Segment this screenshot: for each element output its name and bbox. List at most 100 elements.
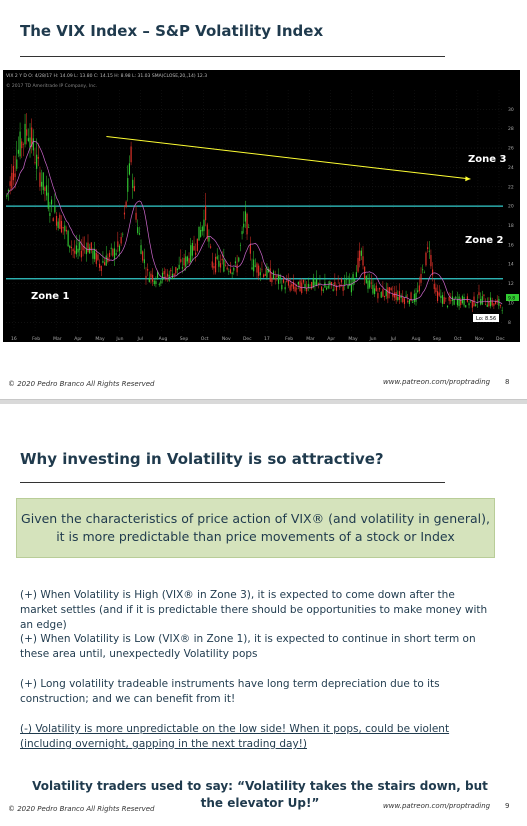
candle-body bbox=[489, 297, 492, 307]
candle-body bbox=[89, 247, 91, 254]
candle-body bbox=[365, 276, 367, 284]
candle-body bbox=[317, 282, 319, 284]
candle-body bbox=[261, 269, 263, 271]
candle-body bbox=[147, 269, 149, 271]
candle-body bbox=[42, 172, 44, 191]
candle-body bbox=[312, 277, 314, 288]
candle-body bbox=[297, 281, 299, 285]
candle-body bbox=[148, 277, 150, 283]
y-tick-label: 14 bbox=[508, 262, 514, 268]
candle-body bbox=[432, 269, 434, 276]
x-tick-label: Sep bbox=[433, 336, 442, 342]
x-tick-label: Aug bbox=[412, 336, 421, 342]
candle-body bbox=[41, 181, 43, 187]
candle-body bbox=[123, 212, 126, 215]
candle-body bbox=[183, 257, 185, 266]
candle-body bbox=[142, 251, 144, 261]
candle-body bbox=[481, 296, 483, 305]
candle-body bbox=[360, 250, 362, 256]
candle-body bbox=[397, 296, 399, 301]
candle-body bbox=[367, 280, 369, 289]
x-tick-label: Apr bbox=[327, 336, 335, 342]
candle-body bbox=[122, 233, 124, 235]
candle-body bbox=[478, 292, 480, 296]
candle-body bbox=[196, 238, 198, 251]
candle-body bbox=[67, 230, 69, 247]
page-number: 9 bbox=[505, 802, 510, 810]
candle-body bbox=[47, 192, 49, 209]
candle-body bbox=[127, 178, 129, 192]
candle-body bbox=[496, 300, 498, 302]
candle-body bbox=[259, 272, 261, 276]
candle-body bbox=[17, 149, 20, 154]
candle-body bbox=[79, 242, 81, 251]
candle-body bbox=[488, 301, 490, 307]
candle-body bbox=[362, 256, 364, 266]
candle-body bbox=[214, 256, 217, 273]
candle-body bbox=[203, 219, 205, 232]
candle-body bbox=[160, 280, 162, 284]
footer-url[interactable]: www.patreon.com/proptrading bbox=[383, 378, 491, 386]
y-tick-label: 30 bbox=[508, 107, 514, 113]
slide-8: The VIX Index – S&P Volatility Index VIX… bbox=[0, 0, 527, 400]
candle-body bbox=[153, 280, 155, 285]
candle-body bbox=[374, 288, 376, 295]
x-tick-label: Jul bbox=[137, 336, 143, 342]
candle-body bbox=[102, 261, 104, 263]
chart-copyright: © 2017 TD Ameritrade IP Company, Inc. bbox=[6, 82, 97, 89]
candle-body bbox=[344, 280, 346, 285]
candle-body bbox=[163, 270, 165, 275]
title-rule bbox=[20, 482, 445, 483]
x-tick-label: May bbox=[95, 336, 105, 342]
candle-body bbox=[450, 300, 452, 302]
candle-body bbox=[74, 250, 76, 254]
candle-body bbox=[201, 226, 203, 232]
candle-body bbox=[420, 273, 422, 283]
candle-body bbox=[274, 278, 276, 280]
bullet-4: (-) Volatility is more unpredictable on … bbox=[20, 723, 450, 750]
candle-body bbox=[475, 304, 477, 306]
candle-body bbox=[161, 272, 164, 281]
x-tick-label: 17 bbox=[264, 336, 270, 342]
candle-body bbox=[501, 310, 503, 311]
candle-body bbox=[80, 250, 82, 258]
candle-body bbox=[345, 279, 348, 280]
candle-body bbox=[446, 305, 449, 308]
candle-body bbox=[110, 247, 112, 249]
slide-9: Why investing in Volatility is so attrac… bbox=[0, 404, 527, 826]
candle-body bbox=[97, 254, 99, 260]
candle-body bbox=[445, 297, 447, 299]
y-tick-label: 18 bbox=[508, 223, 514, 229]
candle-body bbox=[294, 286, 296, 292]
candle-body bbox=[52, 218, 54, 222]
footer-url[interactable]: www.patreon.com/proptrading bbox=[383, 802, 491, 810]
candle-body bbox=[243, 223, 245, 228]
candle-body bbox=[276, 275, 278, 277]
bullet-2: (+) When Volatility is Low (VIX® in Zone… bbox=[20, 633, 476, 660]
candle-body bbox=[22, 144, 24, 145]
candle-body bbox=[382, 289, 384, 297]
y-tick-label: 8 bbox=[508, 320, 511, 326]
candle-body bbox=[99, 263, 101, 268]
candle-body bbox=[112, 248, 114, 256]
candle-body bbox=[468, 303, 470, 306]
candle-body bbox=[289, 285, 291, 291]
candle-body bbox=[352, 274, 354, 286]
footer-copyright: © 2020 Pedro Branco All Rights Reserved bbox=[8, 380, 155, 388]
candle-body bbox=[26, 129, 28, 136]
candle-body bbox=[441, 295, 444, 304]
y-tick-label: 22 bbox=[508, 184, 514, 190]
candle-body bbox=[173, 273, 175, 276]
x-tick-label: Mar bbox=[53, 336, 62, 342]
x-tick-label: 16 bbox=[11, 336, 17, 342]
candle-body bbox=[354, 279, 356, 282]
candle-body bbox=[372, 284, 374, 294]
candle-body bbox=[435, 287, 437, 293]
candle-body bbox=[486, 304, 488, 307]
candle-body bbox=[427, 247, 429, 250]
candle-body bbox=[302, 279, 304, 283]
candle-body bbox=[349, 279, 351, 286]
candle-body bbox=[125, 201, 127, 207]
candle-body bbox=[498, 298, 500, 306]
candle-body bbox=[335, 285, 338, 291]
